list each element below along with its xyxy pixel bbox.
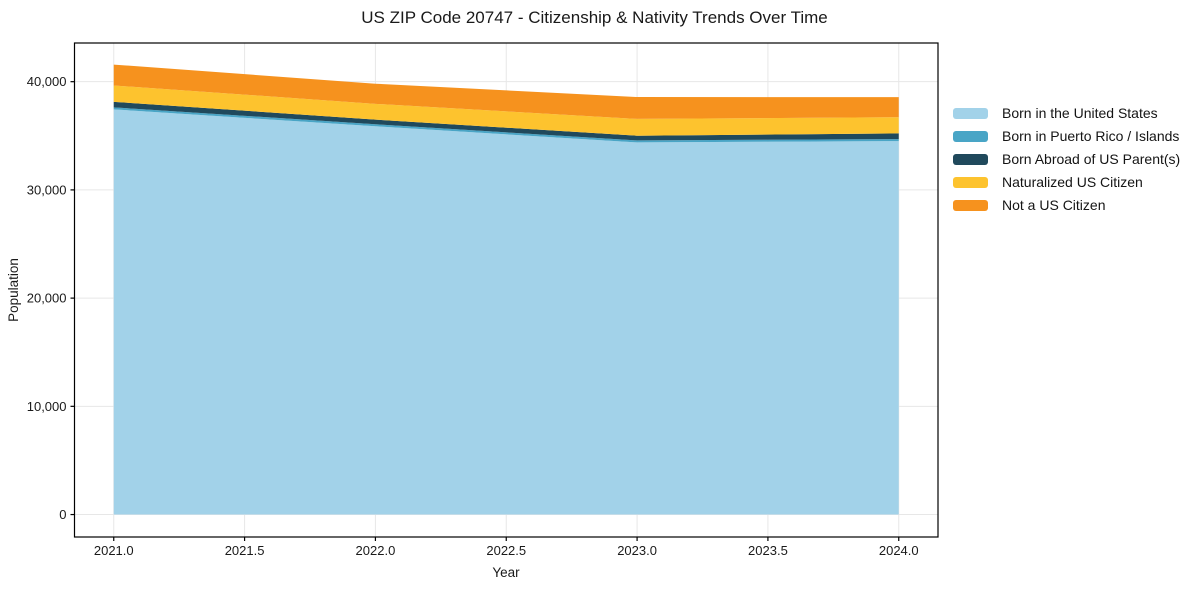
y-tick-label: 30,000: [27, 182, 67, 197]
legend-item: Not a US Citizen: [953, 198, 1180, 212]
x-tick-label: 2023.0: [617, 543, 657, 558]
legend-swatch: [953, 130, 988, 142]
legend-label: Born Abroad of US Parent(s): [1002, 151, 1181, 167]
legend-swatch: [953, 153, 988, 165]
area-series-4: [113, 64, 899, 119]
legend-item: Born Abroad of US Parent(s): [953, 152, 1180, 166]
legend-swatch: [953, 176, 988, 188]
legend-label: Born in Puerto Rico / Islands: [1002, 128, 1180, 144]
x-tick-label: 2022.0: [356, 543, 396, 558]
chart-title: US ZIP Code 20747 - Citizenship & Nativi…: [361, 8, 828, 27]
legend-label: Naturalized US Citizen: [1002, 174, 1143, 190]
y-axis-label: Population: [6, 258, 21, 322]
area-series-2: [113, 101, 899, 141]
legend-swatch: [953, 107, 988, 119]
y-tick-label: 10,000: [27, 399, 67, 414]
x-tick-label: 2021.0: [94, 543, 134, 558]
stacked-areas: [113, 64, 899, 515]
x-tick-label: 2023.5: [748, 543, 788, 558]
x-tick-label: 2021.5: [225, 543, 265, 558]
legend-item: Born in the United States: [953, 106, 1180, 120]
legend-item: Naturalized US Citizen: [953, 175, 1180, 189]
legend-label: Born in the United States: [1002, 105, 1158, 121]
area-series-0: [113, 109, 899, 515]
legend-item: Born in Puerto Rico / Islands: [953, 129, 1180, 143]
x-axis-label: Year: [492, 565, 520, 580]
legend-label: Not a US Citizen: [1002, 197, 1106, 213]
y-tick-label: 40,000: [27, 74, 67, 89]
axis-ticks: [70, 81, 900, 541]
area-series-3: [113, 85, 899, 136]
y-tick-label: 20,000: [27, 291, 67, 306]
legend-swatch: [953, 199, 988, 211]
x-tick-label: 2024.0: [879, 543, 919, 558]
legend: Born in the United States Born in Puerto …: [953, 106, 1180, 212]
y-tick-label: 0: [59, 507, 66, 522]
x-tick-label: 2022.5: [486, 543, 526, 558]
axis-tick-labels: 2021.0 2021.5 2022.0 2022.5 2023.0 2023.5 2024…: [27, 74, 919, 558]
